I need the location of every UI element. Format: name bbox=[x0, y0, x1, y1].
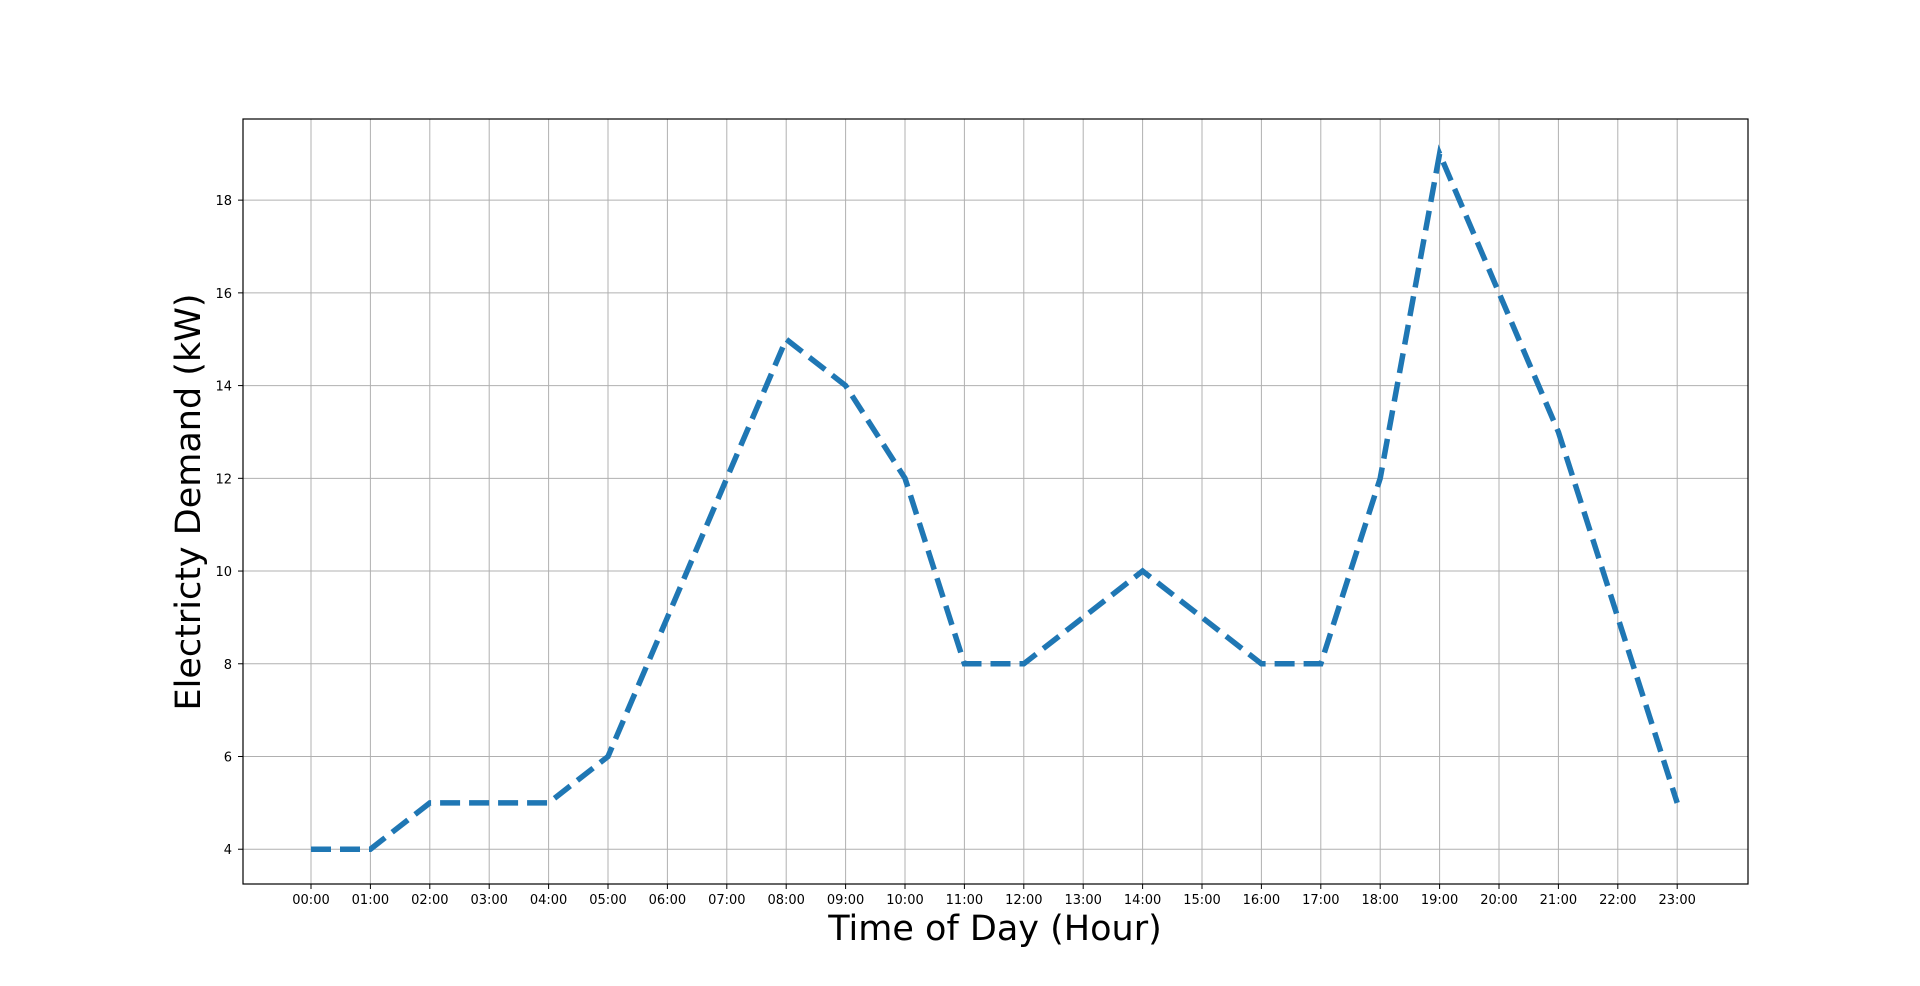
x-tick-label: 11:00 bbox=[946, 893, 983, 908]
x-tick-label: 23:00 bbox=[1658, 893, 1695, 908]
x-tick-label: 00:00 bbox=[292, 893, 329, 908]
x-tick-label: 20:00 bbox=[1480, 893, 1517, 908]
axis-ticks: 00:00 01:00 02:00 03:00 04:00 05:00 06:00 07:00… bbox=[215, 194, 1695, 908]
y-tick-label: 12 bbox=[215, 472, 232, 487]
x-tick-label: 21:00 bbox=[1540, 893, 1577, 908]
x-tick-label: 14:00 bbox=[1124, 893, 1161, 908]
y-tick-label: 10 bbox=[215, 565, 232, 580]
x-tick-label: 13:00 bbox=[1064, 893, 1101, 908]
x-tick-label: 17:00 bbox=[1302, 893, 1339, 908]
plot-frame bbox=[242, 118, 1749, 885]
x-tick-label: 04:00 bbox=[530, 893, 567, 908]
x-tick-label: 16:00 bbox=[1243, 893, 1280, 908]
grid-lines bbox=[243, 119, 1748, 884]
x-tick-label: 22:00 bbox=[1599, 893, 1636, 908]
x-tick-label: 03:00 bbox=[470, 893, 507, 908]
x-tick-label: 18:00 bbox=[1361, 893, 1398, 908]
x-tick-label: 07:00 bbox=[708, 893, 745, 908]
y-tick-label: 8 bbox=[224, 658, 232, 673]
x-tick-label: 12:00 bbox=[1005, 893, 1042, 908]
y-tick-label: 16 bbox=[215, 287, 232, 302]
y-tick-label: 6 bbox=[224, 751, 232, 766]
x-tick-label: 15:00 bbox=[1183, 893, 1220, 908]
x-axis-title: Time of Day (Hour) bbox=[827, 909, 1162, 949]
x-tick-label: 19:00 bbox=[1421, 893, 1458, 908]
y-axis-title: Electricty Demand (kW) bbox=[169, 294, 209, 711]
y-tick-label: 18 bbox=[215, 194, 232, 209]
y-tick-label: 14 bbox=[215, 380, 232, 395]
x-tick-label: 09:00 bbox=[827, 893, 864, 908]
x-tick-label: 08:00 bbox=[767, 893, 804, 908]
series-layer bbox=[311, 144, 1680, 852]
x-tick-label: 10:00 bbox=[886, 893, 923, 908]
x-tick-label: 06:00 bbox=[649, 893, 686, 908]
series-line bbox=[311, 144, 1680, 852]
x-tick-label: 01:00 bbox=[352, 893, 389, 908]
y-tick-label: 4 bbox=[224, 843, 232, 858]
x-tick-label: 05:00 bbox=[589, 893, 626, 908]
x-tick-label: 02:00 bbox=[411, 893, 448, 908]
